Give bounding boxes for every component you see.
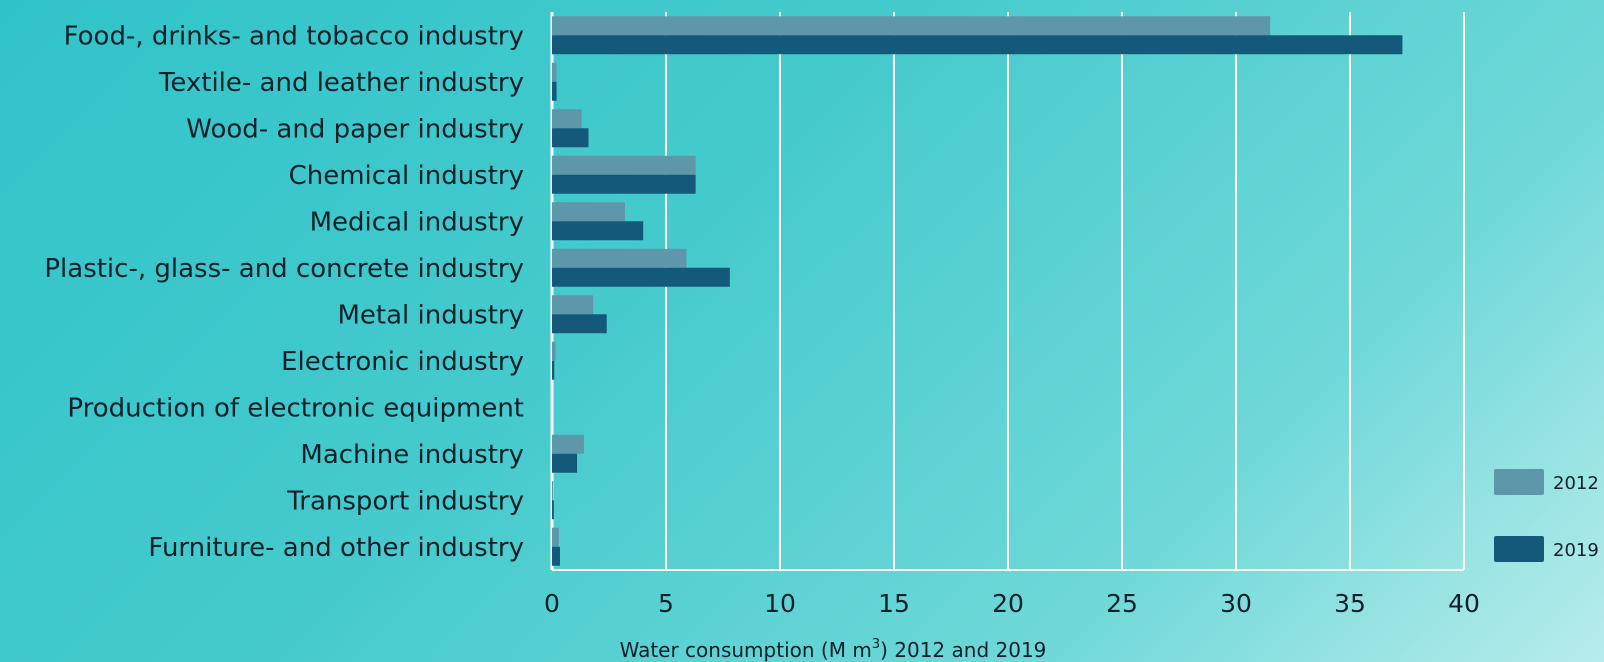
x-tick-label-40: 40	[1448, 589, 1480, 618]
bar-2019-furniture-and-other-industry	[552, 546, 560, 566]
category-label-textile-and-leather-industry: Textile- and leather industry	[158, 68, 524, 98]
gridlines	[550, 12, 1465, 571]
bar-2012-textile-and-leather-industry	[552, 62, 557, 82]
x-tick-label-5: 5	[658, 589, 674, 618]
bar-2012-furniture-and-other-industry	[552, 527, 559, 547]
x-tick-label-30: 30	[1220, 589, 1252, 618]
x-axis-title-main: Water consumption (M m	[620, 638, 872, 662]
bar-2012-plastic-glass-and-concrete-industry	[552, 248, 687, 268]
category-label-transport-industry: Transport industry	[286, 486, 524, 516]
category-label-chemical-industry: Chemical industry	[289, 161, 524, 191]
legend-label-2012: 2012	[1553, 473, 1599, 494]
category-label-wood-and-paper-industry: Wood- and paper industry	[186, 114, 524, 144]
x-tick-label-20: 20	[992, 589, 1024, 618]
bar-2012-machine-industry	[552, 434, 584, 454]
legend-swatch-2012	[1494, 469, 1544, 495]
bar-2019-medical-industry	[552, 221, 644, 241]
bar-2019-metal-industry	[552, 314, 607, 334]
bar-2012-wood-and-paper-industry	[552, 109, 582, 129]
bar-2019-plastic-glass-and-concrete-industry	[552, 267, 730, 287]
x-tick-label-10: 10	[764, 589, 796, 618]
bar-2012-chemical-industry	[552, 155, 696, 175]
category-labels: Food-, drinks- and tobacco industry Texti…	[44, 21, 524, 563]
bar-2012-electronic-industry	[552, 341, 556, 361]
legend: 2012 2019	[1494, 469, 1599, 562]
bar-2019-textile-and-leather-industry	[552, 81, 557, 101]
category-label-medical-industry: Medical industry	[310, 207, 524, 237]
legend-label-2019: 2019	[1553, 540, 1599, 561]
legend-swatch-2019	[1494, 536, 1544, 562]
bar-2019-wood-and-paper-industry	[552, 128, 589, 148]
category-label-machine-industry: Machine industry	[300, 440, 524, 470]
category-label-metal-industry: Metal industry	[337, 300, 524, 330]
x-tick-label-0: 0	[544, 589, 560, 618]
bars	[552, 16, 1403, 566]
bar-2019-chemical-industry	[552, 174, 696, 194]
bar-2012-medical-industry	[552, 202, 625, 222]
category-label-production-of-electronic-equipment: Production of electronic equipment	[67, 393, 524, 423]
bar-2012-food-drinks-and-tobacco-industry	[552, 16, 1271, 36]
x-axis-title-superscript: 3	[872, 637, 880, 652]
x-tick-label-25: 25	[1106, 589, 1138, 618]
category-label-electronic-industry: Electronic industry	[281, 347, 524, 377]
bar-2019-transport-industry	[552, 500, 554, 520]
x-tick-label-35: 35	[1334, 589, 1366, 618]
x-axis-title: Water consumption (M m3) 2012 and 2019	[620, 637, 1047, 662]
x-axis-title-tail: ) 2012 and 2019	[880, 638, 1046, 662]
bar-2019-machine-industry	[552, 453, 578, 473]
x-tick-label-15: 15	[878, 589, 910, 618]
bar-2019-electronic-industry	[552, 360, 555, 380]
bar-2019-food-drinks-and-tobacco-industry	[552, 35, 1403, 55]
category-label-food-drinks-and-tobacco-industry: Food-, drinks- and tobacco industry	[64, 21, 524, 51]
bar-2012-metal-industry	[552, 295, 594, 315]
category-label-furniture-and-other-industry: Furniture- and other industry	[148, 533, 524, 563]
bar-2012-transport-industry	[552, 481, 554, 501]
category-label-plastic-glass-and-concrete-industry: Plastic-, glass- and concrete industry	[44, 254, 524, 284]
x-tick-labels: 0 5 10 15 20 25 30 35 40	[544, 589, 1480, 618]
